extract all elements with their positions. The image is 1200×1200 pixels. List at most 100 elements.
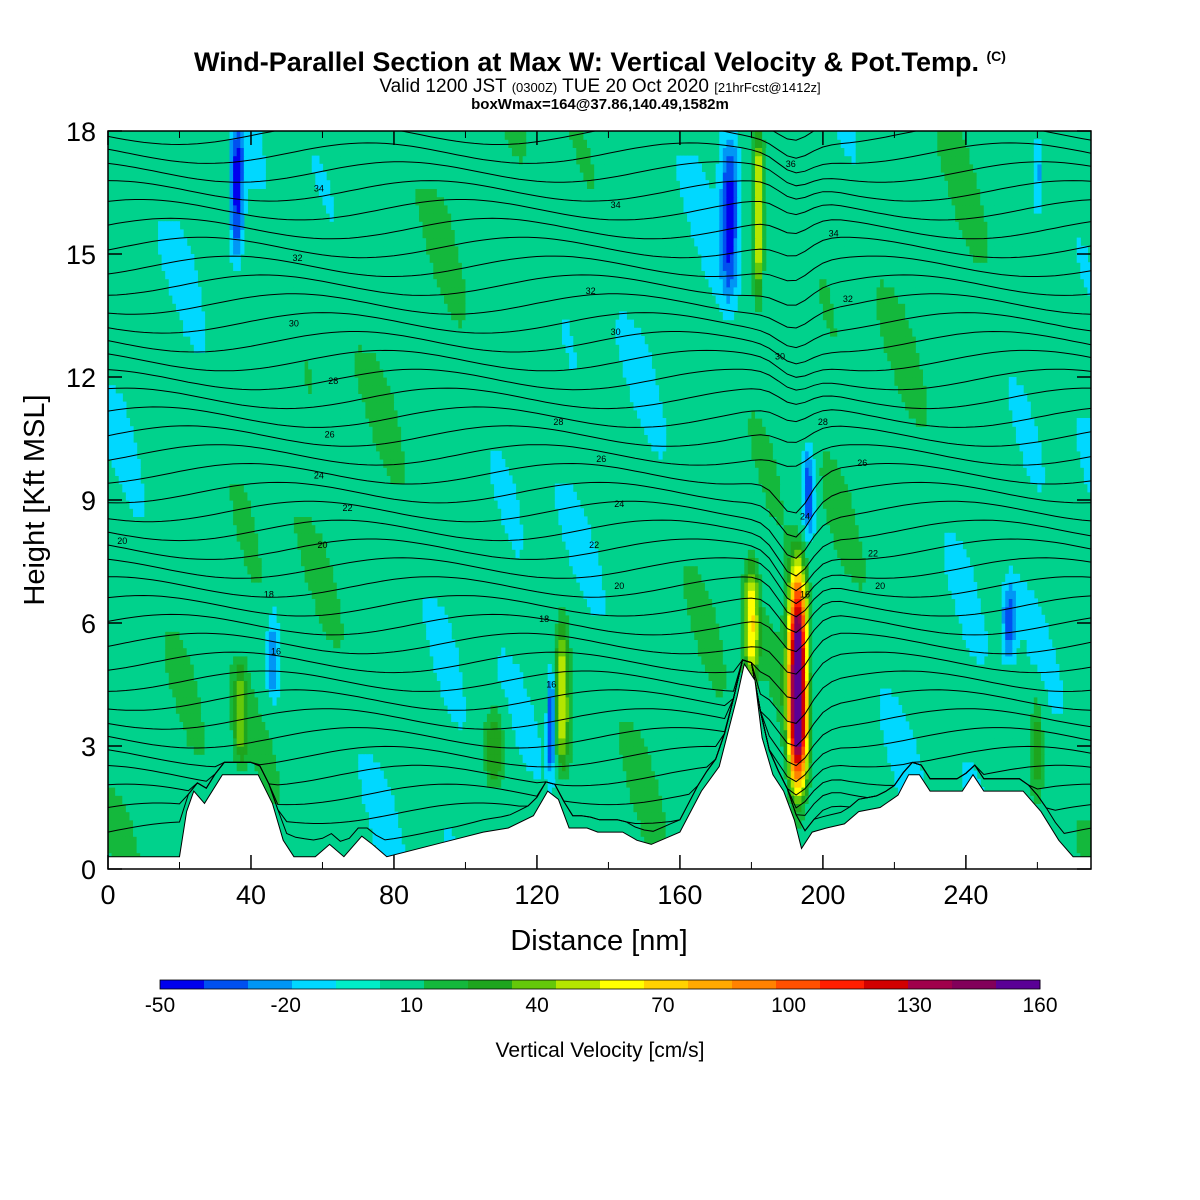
theta-label: 30: [289, 319, 299, 329]
colorbar-tick-label: 40: [525, 994, 548, 1017]
theta-contour-line: [108, 255, 1091, 282]
chart-title: Wind-Parallel Section at Max W: Vertical…: [194, 47, 1006, 77]
y-tick-label: 18: [66, 117, 96, 147]
theta-label: 18: [539, 614, 549, 624]
colorbar-swatch: [556, 980, 601, 989]
theta-label: 34: [829, 229, 839, 239]
theta-label: 20: [614, 581, 624, 591]
y-tick-label: 15: [66, 240, 96, 270]
x-tick-label: 120: [514, 880, 559, 910]
x-tick-label: 160: [657, 880, 702, 910]
colorbar-swatch: [424, 980, 469, 989]
theta-contour-line: [108, 659, 1091, 724]
theta-contour-line: [108, 217, 1091, 240]
colorbar-swatch: [204, 980, 249, 989]
theta-label: 16: [546, 680, 556, 690]
theta-contour-line: [108, 236, 1091, 259]
colorbar-swatch: [732, 980, 777, 989]
x-axis-label: Distance [nm]: [510, 925, 687, 957]
theta-contour-line: [108, 462, 1091, 514]
theta-contour-line: [108, 481, 1091, 538]
theta-contour-line: [108, 613, 1091, 653]
theta-label: 16: [271, 647, 281, 657]
theta-label: 20: [117, 536, 127, 546]
theta-label: 24: [314, 470, 324, 480]
theta-label: 28: [818, 417, 828, 427]
colorbar-label: Vertical Velocity [cm/s]: [496, 1039, 705, 1062]
y-tick-label: 0: [81, 855, 96, 885]
theta-label: 36: [786, 159, 796, 169]
title-block: Wind-Parallel Section at Max W: Vertical…: [0, 40, 1200, 112]
theta-contour-line: [108, 538, 1091, 592]
colorbar-tick-label: 100: [771, 994, 806, 1017]
colorbar-swatch: [380, 980, 425, 989]
theta-contour-line: [108, 632, 1091, 675]
x-tick-label: 40: [236, 880, 266, 910]
chart-subtitle: Valid 1200 JST (0300Z) TUE 20 Oct 2020 […: [379, 76, 821, 97]
theta-contour-line: [108, 86, 1091, 118]
theta-label: 32: [292, 253, 302, 263]
y-tick-label: 9: [81, 486, 96, 516]
theta-contours: [108, 86, 1091, 842]
theta-contour-line: [108, 519, 1091, 577]
colorbar-swatch: [776, 980, 821, 989]
y-axis-label: Height [Kft MSL]: [19, 394, 51, 605]
subtitle-zulu: (0300Z): [511, 80, 558, 95]
theta-label: 34: [611, 200, 621, 210]
colorbar-tick-label: 130: [897, 994, 932, 1017]
theta-contour-line: [108, 406, 1091, 428]
theta-contour-line: [108, 576, 1091, 618]
theta-label: 26: [596, 454, 606, 464]
colorbar-swatch: [292, 980, 337, 989]
theta-contour-line: [108, 293, 1091, 329]
colorbar-tick-label: 70: [651, 994, 674, 1017]
title-tag: (C): [986, 48, 1006, 64]
theta-contour-line: [108, 425, 1091, 447]
colorbar-swatch: [160, 980, 205, 989]
theta-label: 24: [800, 511, 810, 521]
subtitle-forecast: [21hrFcst@1412z]: [714, 80, 821, 95]
theta-contour-line: [108, 651, 1091, 700]
theta-contour-line: [108, 444, 1091, 467]
theta-contour-line: [108, 349, 1091, 378]
theta-label: 22: [342, 503, 352, 513]
theta-label: 20: [317, 540, 327, 550]
theta-contour-line: [108, 180, 1091, 202]
colorbar-swatch: [600, 980, 645, 989]
theta-label: 26: [325, 429, 335, 439]
theta-label: 32: [586, 286, 596, 296]
theta-contour-line: [108, 659, 1091, 783]
terrain: [108, 662, 1091, 869]
colorbar-swatch: [248, 980, 293, 989]
theta-contour-line: [108, 142, 1091, 174]
theta-contour-line: [108, 274, 1091, 306]
theta-label: 20: [875, 581, 885, 591]
theta-label: 30: [611, 327, 621, 337]
colorbar-tick-label: 160: [1022, 994, 1057, 1017]
theta-label: 34: [314, 183, 324, 193]
y-tick-label: 6: [81, 609, 96, 639]
theta-contour-line: [108, 500, 1091, 559]
theta-label: 24: [614, 499, 624, 509]
theta-label: 26: [857, 458, 867, 468]
theta-label: 22: [868, 548, 878, 558]
colorbar-swatch: [468, 980, 513, 989]
terrain-profile: [108, 662, 1091, 869]
y-tick-label: 12: [66, 363, 96, 393]
theta-label: 16: [800, 589, 810, 599]
theta-labels: 16 18 20 22 24 26 28 30 32 34 20 18 16 20 22 24 26 28 30 32…: [117, 159, 885, 690]
colorbar-swatch: [688, 980, 733, 989]
theta-label: 22: [589, 540, 599, 550]
colorbar-swatch: [952, 980, 997, 989]
theta-contour-line: [108, 557, 1091, 605]
colorbar-tick-label: -50: [145, 994, 175, 1017]
chart-box-info: boxWmax=164@37.86,140.49,1582m: [471, 96, 729, 113]
colorbar-swatch: [644, 980, 689, 989]
theta-contour-line: [108, 659, 1091, 767]
theta-contour-line: [108, 659, 1091, 809]
theta-contour-line: [108, 659, 1091, 747]
colorbar-swatch: [820, 980, 865, 989]
colorbar-swatch: [996, 980, 1041, 989]
x-tick-label: 0: [100, 880, 115, 910]
